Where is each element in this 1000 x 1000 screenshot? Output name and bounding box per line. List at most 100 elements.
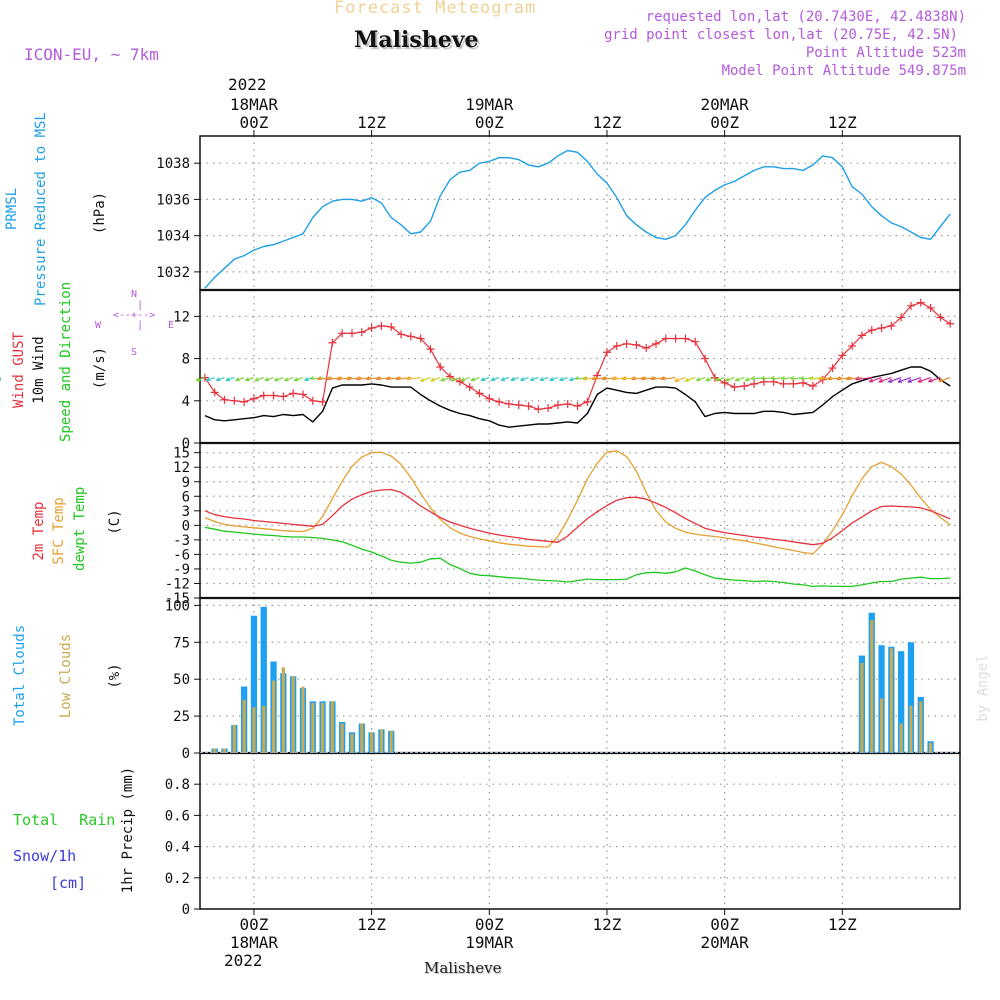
pressure-line bbox=[204, 149, 951, 289]
ytick-label-clouds-1: 25 bbox=[173, 709, 190, 725]
low-cloud-bar bbox=[291, 676, 295, 753]
bottom-year: 2022 bbox=[224, 951, 263, 970]
gust-marker bbox=[602, 348, 611, 357]
ytick-label-precipitation-1: 0.2 bbox=[165, 871, 190, 887]
wind-arrow-head bbox=[420, 377, 425, 382]
gust-marker bbox=[504, 399, 513, 408]
gust-marker bbox=[318, 397, 327, 406]
wind-direction-arrow bbox=[938, 377, 951, 383]
ytick-label-pressure-2: 1036 bbox=[156, 192, 190, 208]
ytick-label-clouds-2: 50 bbox=[173, 672, 190, 688]
gust-marker bbox=[308, 396, 317, 405]
low-cloud-bar bbox=[340, 723, 344, 753]
wind-arrow-head bbox=[725, 377, 730, 382]
wind-arrow-head bbox=[868, 378, 874, 383]
wind-arrow-head bbox=[591, 376, 597, 381]
gust-marker bbox=[789, 379, 798, 388]
time-label-bottom-4: 00Z bbox=[710, 915, 739, 934]
gust-marker bbox=[230, 396, 239, 405]
panel-frame-precipitation bbox=[199, 752, 961, 910]
time-label-bottom-0: 00Z bbox=[239, 915, 268, 934]
gust-marker bbox=[779, 379, 788, 388]
time-label-top-2: 00Z bbox=[475, 113, 504, 132]
wind-arrow-head bbox=[310, 375, 315, 380]
gust-marker bbox=[298, 390, 307, 399]
wind-direction-arrow bbox=[420, 377, 431, 382]
wind-arrow-head bbox=[761, 375, 766, 380]
gust-marker bbox=[642, 344, 651, 353]
gust-marker bbox=[887, 321, 896, 330]
time-label-bottom-3: 12Z bbox=[593, 915, 622, 934]
time-label-bottom-5: 12Z bbox=[828, 915, 857, 934]
wind-arrow-head bbox=[695, 377, 701, 382]
gust-marker bbox=[583, 397, 592, 406]
gust-marker bbox=[926, 303, 935, 312]
compass-north: N bbox=[131, 289, 138, 300]
ytick-label-wind-1: 4 bbox=[182, 394, 190, 410]
wind-arrow-head bbox=[205, 377, 211, 382]
gust-marker bbox=[455, 377, 464, 386]
gust-marker bbox=[701, 354, 710, 363]
wind-arrow-head bbox=[235, 377, 240, 382]
low-cloud-bar bbox=[899, 723, 903, 753]
low-clouds-label: Low Clouds bbox=[58, 633, 74, 719]
wind-direction-arrow bbox=[869, 377, 882, 383]
wind-arrow-head bbox=[510, 376, 515, 381]
gust-marker bbox=[485, 394, 494, 403]
gust-marker bbox=[632, 340, 641, 349]
ytick-label-clouds-0: 0 bbox=[182, 746, 190, 762]
gust-marker bbox=[622, 339, 631, 348]
gust-marker bbox=[475, 389, 484, 398]
ytick-label-pressure-0: 1032 bbox=[156, 265, 190, 281]
gust-marker bbox=[671, 334, 680, 343]
wind-direction-arrow bbox=[430, 377, 441, 382]
gust-marker bbox=[553, 401, 562, 410]
date-label-top-2: 19MAR bbox=[465, 95, 514, 114]
t2m-label: 2m Temp bbox=[31, 501, 47, 561]
sfc-temp-line bbox=[204, 450, 951, 555]
ytick-label-precipitation-3: 0.6 bbox=[165, 808, 190, 824]
ytick-label-temperature-7: 6 bbox=[182, 489, 190, 505]
wind-arrow-head bbox=[480, 377, 485, 382]
wind-arrow-head bbox=[470, 377, 476, 382]
ytick-label-precipitation-0: 0 bbox=[182, 902, 190, 918]
total-cloud-bar bbox=[260, 606, 267, 753]
wind-direction-arrow bbox=[907, 377, 921, 383]
wind-arrow-head bbox=[575, 375, 580, 380]
gust-marker bbox=[691, 337, 700, 346]
wind-arrow-head bbox=[254, 377, 259, 382]
gust-marker bbox=[249, 394, 258, 403]
wind-arrow-head bbox=[734, 377, 740, 382]
gust-marker bbox=[661, 334, 670, 343]
ytick-label-temperature-9: 12 bbox=[173, 460, 190, 476]
low-cloud-bar bbox=[262, 705, 266, 753]
wind-direction-arrow bbox=[928, 377, 941, 383]
wind-arrow-head bbox=[640, 376, 646, 381]
wind-arrow-head bbox=[304, 377, 309, 381]
wind-arrow-head bbox=[611, 376, 617, 380]
gust-marker bbox=[465, 383, 474, 392]
wind-arrow-head bbox=[631, 376, 636, 380]
wind-arrow-head bbox=[430, 377, 435, 382]
gust-marker bbox=[524, 402, 533, 411]
low-cloud-bar bbox=[321, 702, 325, 753]
ytick-label-wind-0: 0 bbox=[182, 436, 190, 452]
gust-marker bbox=[514, 401, 523, 410]
wind-arrow-head bbox=[660, 376, 665, 381]
ytick-label-temperature-4: -3 bbox=[173, 533, 190, 549]
wind-arrow-head bbox=[621, 375, 627, 380]
low-cloud-bar bbox=[360, 723, 364, 753]
total-cloud-bar bbox=[898, 651, 905, 753]
ytick-label-temperature-5: 0 bbox=[182, 518, 190, 534]
gust-marker bbox=[877, 323, 886, 332]
ytick-label-clouds-4: 100 bbox=[165, 598, 190, 614]
ytick-label-clouds-3: 75 bbox=[173, 635, 190, 651]
low-cloud-bar bbox=[311, 702, 315, 753]
gust-marker bbox=[681, 334, 690, 343]
low-cloud-bar bbox=[242, 699, 246, 753]
gust-marker bbox=[828, 364, 837, 373]
gust-marker bbox=[426, 345, 435, 354]
low-cloud-bar bbox=[252, 707, 256, 753]
location-title: Malisheve bbox=[354, 27, 479, 53]
ytick-label-precipitation-2: 0.4 bbox=[165, 840, 190, 856]
